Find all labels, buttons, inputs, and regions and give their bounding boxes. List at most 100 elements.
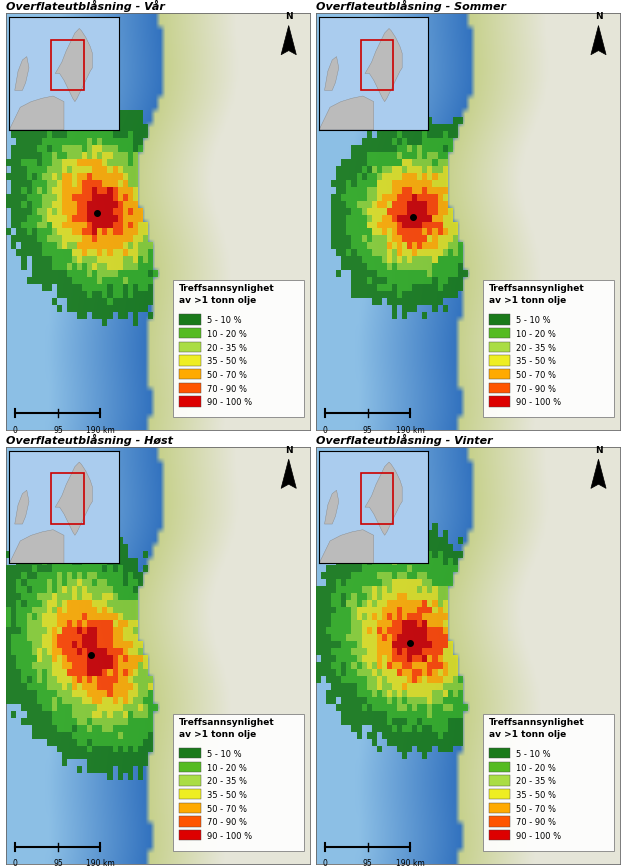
Bar	[118, 305, 123, 312]
Bar	[118, 124, 123, 131]
Bar	[443, 194, 448, 201]
Bar	[458, 739, 463, 746]
Bar	[128, 159, 133, 166]
Bar	[82, 277, 87, 284]
Bar	[423, 124, 428, 131]
Bar	[341, 558, 346, 565]
Bar	[448, 291, 453, 298]
Bar	[331, 607, 336, 614]
Bar	[357, 579, 362, 586]
Bar	[31, 270, 37, 277]
Bar	[67, 117, 72, 124]
Bar	[98, 256, 103, 263]
Bar	[341, 635, 346, 641]
Bar	[98, 277, 103, 284]
Bar	[448, 551, 453, 558]
Bar	[402, 669, 407, 676]
Bar	[31, 228, 37, 235]
Bar	[11, 194, 16, 201]
Bar	[77, 124, 82, 131]
Text: 70 - 90 %: 70 - 90 %	[516, 385, 557, 394]
Bar	[82, 593, 87, 600]
Bar	[453, 221, 458, 228]
Bar	[67, 551, 72, 558]
Bar	[26, 117, 31, 124]
Bar	[62, 760, 67, 766]
Bar	[128, 648, 133, 655]
Bar	[52, 256, 57, 263]
Bar	[367, 235, 372, 242]
Bar	[42, 249, 47, 256]
Bar	[387, 138, 392, 145]
Bar	[180, 817, 200, 826]
Bar	[438, 739, 443, 746]
Bar	[428, 180, 433, 187]
Bar	[397, 669, 402, 676]
Bar	[47, 242, 52, 249]
Bar	[407, 180, 412, 187]
Text: 35 - 50 %: 35 - 50 %	[207, 358, 247, 366]
Text: N: N	[285, 12, 292, 22]
Bar	[92, 291, 98, 298]
Bar	[128, 221, 133, 228]
Bar	[357, 669, 362, 676]
Bar	[351, 180, 357, 187]
Bar	[148, 676, 153, 683]
Bar	[412, 159, 418, 166]
Bar	[123, 138, 128, 145]
Bar	[367, 194, 372, 201]
Bar	[392, 614, 397, 621]
Bar	[433, 635, 438, 641]
Bar	[92, 711, 98, 718]
Bar	[428, 683, 433, 690]
Bar	[372, 662, 377, 669]
Bar	[438, 194, 443, 201]
Bar	[382, 145, 387, 152]
Bar	[47, 214, 52, 221]
Bar	[367, 565, 372, 572]
Bar	[21, 635, 26, 641]
Bar	[62, 635, 67, 641]
Bar	[31, 117, 37, 124]
Bar	[26, 221, 31, 228]
Bar	[341, 263, 346, 270]
Bar	[37, 221, 42, 228]
Bar	[37, 676, 42, 683]
Bar	[26, 201, 31, 207]
Bar	[433, 207, 438, 214]
Bar	[92, 760, 98, 766]
Bar	[443, 683, 448, 690]
Bar	[362, 235, 367, 242]
Bar	[128, 746, 133, 753]
Bar	[397, 614, 402, 621]
Bar	[428, 690, 433, 697]
Bar	[57, 194, 62, 201]
Bar	[128, 124, 133, 131]
Bar	[357, 201, 362, 207]
Bar	[31, 145, 37, 152]
Bar	[418, 746, 423, 753]
Bar	[31, 614, 37, 621]
Bar	[412, 138, 418, 145]
Bar	[362, 242, 367, 249]
Bar	[362, 138, 367, 145]
Bar	[341, 242, 346, 249]
Bar	[402, 718, 407, 725]
Bar	[418, 284, 423, 291]
Bar	[108, 579, 113, 586]
Bar	[138, 249, 143, 256]
Bar	[11, 711, 16, 718]
Bar	[26, 228, 31, 235]
Bar	[62, 565, 67, 572]
Bar	[128, 565, 133, 572]
Bar	[57, 110, 62, 117]
Bar	[372, 221, 377, 228]
Bar	[16, 565, 21, 572]
Bar	[11, 166, 16, 173]
Bar	[16, 201, 21, 207]
Bar	[377, 228, 382, 235]
Bar	[42, 173, 47, 180]
Bar	[118, 312, 123, 319]
Bar	[118, 572, 123, 579]
Bar	[392, 235, 397, 242]
